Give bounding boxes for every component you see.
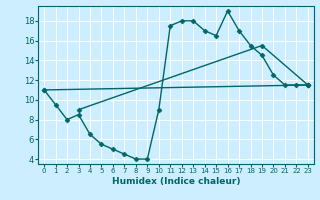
X-axis label: Humidex (Indice chaleur): Humidex (Indice chaleur)	[112, 177, 240, 186]
